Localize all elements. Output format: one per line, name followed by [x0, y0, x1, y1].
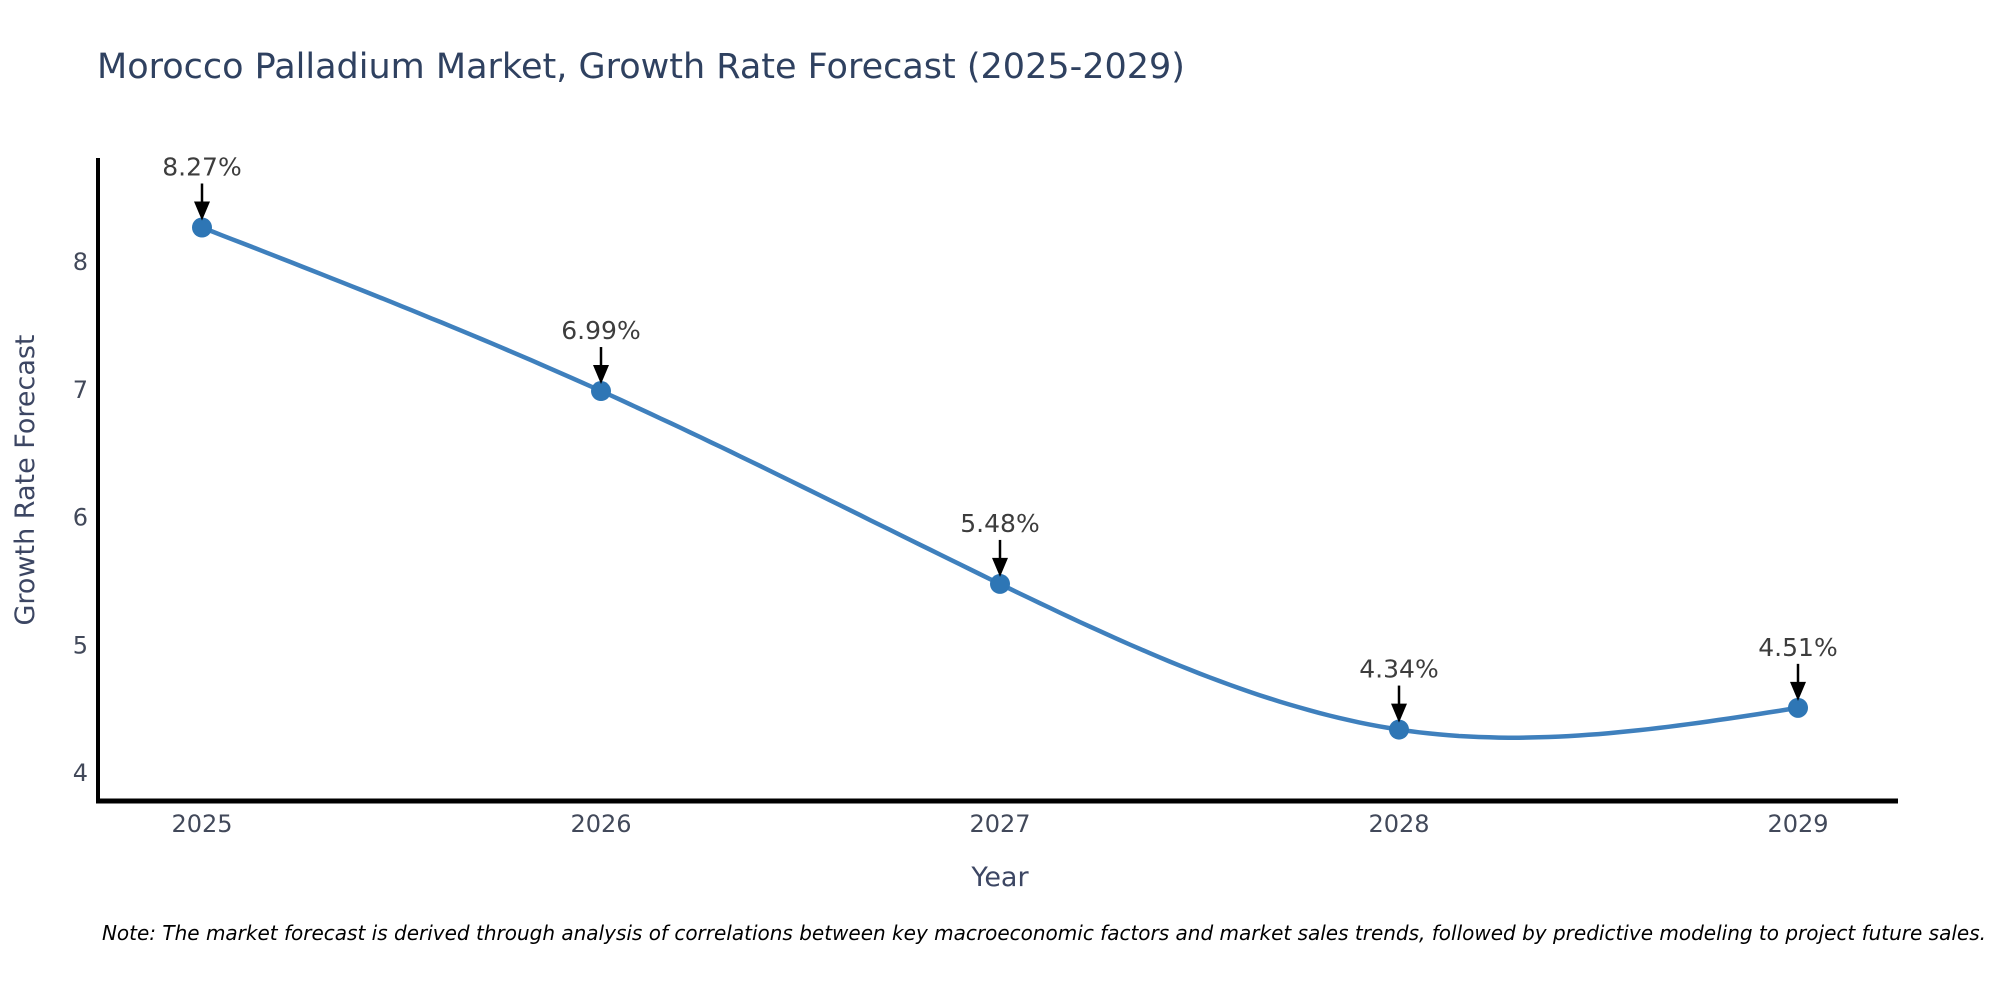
point-value-label: 6.99%	[561, 316, 640, 345]
x-tick-label: 2026	[570, 810, 631, 838]
x-axis-tick-labels: 2025 2026 2027 2028 2029	[171, 810, 1828, 838]
y-tick-label: 5	[73, 631, 88, 659]
data-point-markers	[192, 217, 1808, 740]
y-tick-label: 7	[73, 376, 88, 404]
data-point-marker	[192, 217, 212, 238]
data-point-marker	[990, 573, 1010, 594]
y-tick-label: 8	[73, 248, 88, 276]
point-value-label: 8.27%	[162, 153, 241, 182]
point-value-label: 4.51%	[1758, 633, 1837, 662]
annotation-arrow-head	[194, 201, 210, 221]
point-value-label: 4.34%	[1359, 655, 1438, 684]
forecast-line-series	[199, 225, 1801, 740]
annotation-arrow-head	[1391, 703, 1407, 723]
x-tick-label: 2028	[1368, 810, 1429, 838]
annotation-arrow-head	[992, 557, 1008, 577]
x-tick-label: 2025	[171, 810, 232, 838]
annotation-arrow-head	[1790, 681, 1806, 701]
y-axis-tick-labels: 4 5 6 7 8	[73, 248, 88, 787]
point-value-label: 5.48%	[960, 509, 1039, 538]
forecast-note: Note: The market forecast is derived thr…	[102, 921, 1986, 945]
data-point-marker	[1788, 697, 1808, 718]
x-axis-title: Year	[970, 862, 1029, 893]
data-point-annotations: 8.27% 6.99% 5.48% 4.34% 4.51%	[162, 153, 1838, 723]
y-tick-label: 6	[73, 504, 88, 532]
annotation-arrow-head	[593, 365, 609, 385]
x-tick-label: 2029	[1767, 810, 1828, 838]
y-tick-label: 4	[73, 759, 88, 787]
data-point-marker	[591, 381, 611, 402]
forecast-line	[199, 225, 1801, 740]
y-axis-title: Growth Rate Forecast	[10, 334, 41, 625]
x-tick-label: 2027	[969, 810, 1030, 838]
data-point-marker	[1389, 719, 1409, 740]
chart-title: Morocco Palladium Market, Growth Rate Fo…	[97, 47, 1185, 87]
